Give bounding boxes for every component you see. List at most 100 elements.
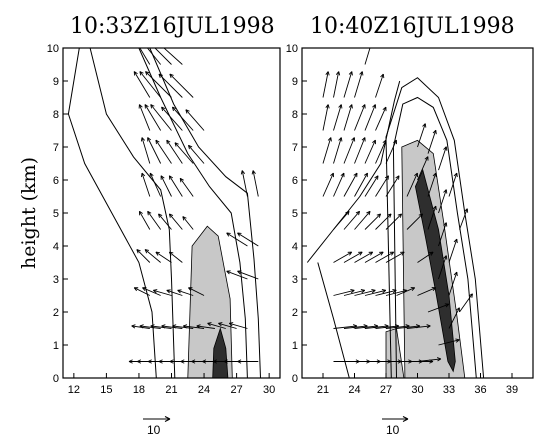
wind-vector bbox=[333, 172, 345, 197]
wind-vector bbox=[385, 251, 405, 263]
wind-vector bbox=[147, 137, 162, 164]
wind-vector bbox=[375, 73, 385, 98]
x-tick-label: 21 bbox=[317, 384, 329, 396]
wind-vector bbox=[448, 307, 460, 329]
y-tick-label: 7 bbox=[292, 142, 298, 154]
y-tick-label: 8 bbox=[53, 109, 59, 121]
wind-vector bbox=[161, 106, 183, 131]
y-tick-label: 3 bbox=[292, 274, 298, 286]
wind-vector bbox=[226, 270, 248, 280]
panel-2-wind-vectors bbox=[322, 48, 473, 364]
wind-vector bbox=[354, 172, 368, 197]
wind-vector bbox=[375, 139, 387, 164]
y-tick-label: 2 bbox=[292, 307, 298, 319]
wind-vector bbox=[406, 213, 424, 230]
wind-vector bbox=[138, 104, 151, 131]
wind-vector bbox=[427, 205, 437, 230]
y-tick-label: 0 bbox=[292, 373, 298, 385]
wind-vector bbox=[168, 175, 183, 197]
wind-vector bbox=[417, 251, 434, 263]
wind-vector bbox=[364, 213, 382, 230]
wind-vector bbox=[427, 172, 437, 197]
wind-vector bbox=[158, 73, 183, 98]
wind-vector bbox=[188, 144, 205, 164]
wind-vector bbox=[131, 324, 150, 329]
y-tick-label: 10 bbox=[286, 43, 298, 55]
wind-vector bbox=[375, 213, 392, 230]
wind-vector bbox=[155, 139, 172, 164]
wind-vector bbox=[343, 251, 363, 263]
wind-vector bbox=[140, 137, 151, 164]
wind-vector bbox=[364, 289, 387, 296]
wind-vector bbox=[333, 210, 350, 230]
wind-vector bbox=[427, 129, 437, 154]
wind-vector bbox=[417, 123, 427, 148]
wind-vector bbox=[183, 324, 205, 329]
wind-vector bbox=[333, 137, 343, 164]
wind-vector bbox=[333, 104, 343, 131]
y-tick-label: 7 bbox=[53, 142, 59, 154]
wind-vector bbox=[438, 189, 448, 214]
wind-vector bbox=[237, 232, 259, 247]
x-tick-label: 27 bbox=[230, 384, 242, 396]
wind-vector bbox=[364, 104, 377, 131]
y-tick-label: 4 bbox=[53, 241, 59, 253]
y-tick-label: 10 bbox=[47, 43, 59, 55]
y-tick-label: 9 bbox=[292, 76, 298, 88]
y-tick-label: 9 bbox=[53, 76, 59, 88]
x-tick-label: 24 bbox=[348, 384, 360, 396]
wind-vector bbox=[172, 324, 194, 329]
wind-vector bbox=[385, 175, 400, 197]
y-tick-label: 2 bbox=[53, 307, 59, 319]
wind-vector bbox=[138, 210, 151, 230]
wind-vector bbox=[354, 289, 376, 296]
wind-vector bbox=[155, 251, 172, 263]
wind-vector bbox=[141, 172, 151, 197]
wind-vector bbox=[174, 142, 194, 164]
wind-vector bbox=[168, 213, 183, 230]
wind-vector bbox=[144, 249, 161, 263]
wind-vector bbox=[438, 222, 448, 247]
panel-1-reference-label: 10 bbox=[147, 423, 161, 435]
panel-2-reference-vector: 10 bbox=[382, 416, 409, 435]
wind-vector bbox=[177, 289, 194, 296]
wind-vector bbox=[375, 106, 387, 131]
wind-vector bbox=[438, 338, 460, 346]
wind-vector bbox=[226, 232, 248, 247]
y-tick-label: 4 bbox=[292, 241, 298, 253]
wind-vector bbox=[188, 287, 205, 296]
wind-vector bbox=[343, 137, 356, 164]
wind-vector bbox=[146, 48, 162, 65]
x-tick-label: 18 bbox=[133, 384, 145, 396]
wind-vector bbox=[333, 324, 358, 329]
wind-vector bbox=[133, 71, 151, 98]
wind-vector bbox=[196, 324, 215, 329]
y-tick-label: 5 bbox=[53, 208, 59, 220]
wind-vector bbox=[343, 289, 366, 296]
wind-vector bbox=[163, 48, 183, 65]
wind-vector bbox=[171, 106, 194, 131]
y-tick-label: 0 bbox=[53, 373, 59, 385]
wind-vector bbox=[147, 210, 162, 230]
wind-vector bbox=[333, 71, 341, 98]
wind-vector bbox=[354, 210, 371, 230]
wind-vector bbox=[375, 251, 395, 263]
wind-vector bbox=[139, 48, 151, 65]
wind-vector bbox=[385, 139, 397, 164]
wind-vector bbox=[375, 289, 397, 296]
wind-vector bbox=[459, 208, 469, 230]
panel-2-title: 10:40Z16JUL1998 bbox=[310, 14, 515, 39]
wind-vector bbox=[142, 287, 161, 296]
wind-vector bbox=[343, 210, 361, 230]
wind-vector bbox=[333, 289, 355, 296]
wind-vector bbox=[343, 104, 353, 131]
contour-line bbox=[306, 80, 401, 263]
wind-vector bbox=[417, 287, 437, 296]
wind-vector bbox=[161, 324, 183, 329]
wind-vector bbox=[185, 109, 205, 131]
wind-vector bbox=[251, 170, 259, 197]
y-axis-label: height (km) bbox=[18, 157, 40, 269]
wind-vector bbox=[145, 71, 172, 98]
